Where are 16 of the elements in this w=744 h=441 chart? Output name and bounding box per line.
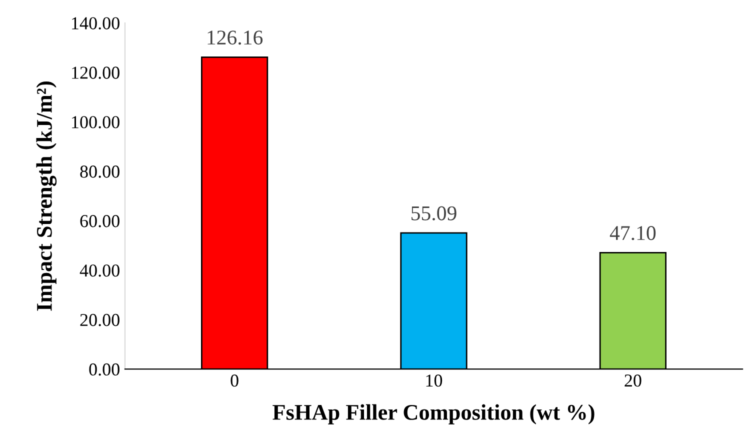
data-label: 47.10 (610, 226, 656, 240)
y-axis-title: Impact Strength (kJ/m²) (36, 82, 57, 311)
y-tick-label: 40.00 (80, 264, 120, 277)
y-tick-label: 80.00 (80, 166, 120, 178)
data-label: 55.09 (412, 206, 456, 220)
x-tick-label: 20 (624, 374, 642, 387)
y-tick-label: 20.00 (80, 314, 120, 326)
y-tick-label: 140.00 (72, 17, 120, 30)
x-tick-label: 10 (426, 374, 442, 387)
y-tick-label: 0.00 (89, 363, 120, 376)
x-axis-title: FsHAp Filler Composition (wt %) (272, 404, 594, 424)
x-tick-label: 0 (230, 374, 238, 387)
data-label: 126.16 (208, 30, 263, 45)
y-tick-label: 60.00 (80, 215, 120, 228)
y-tick-label: 120.00 (72, 66, 120, 79)
y-tick-label: 100.00 (72, 116, 120, 128)
